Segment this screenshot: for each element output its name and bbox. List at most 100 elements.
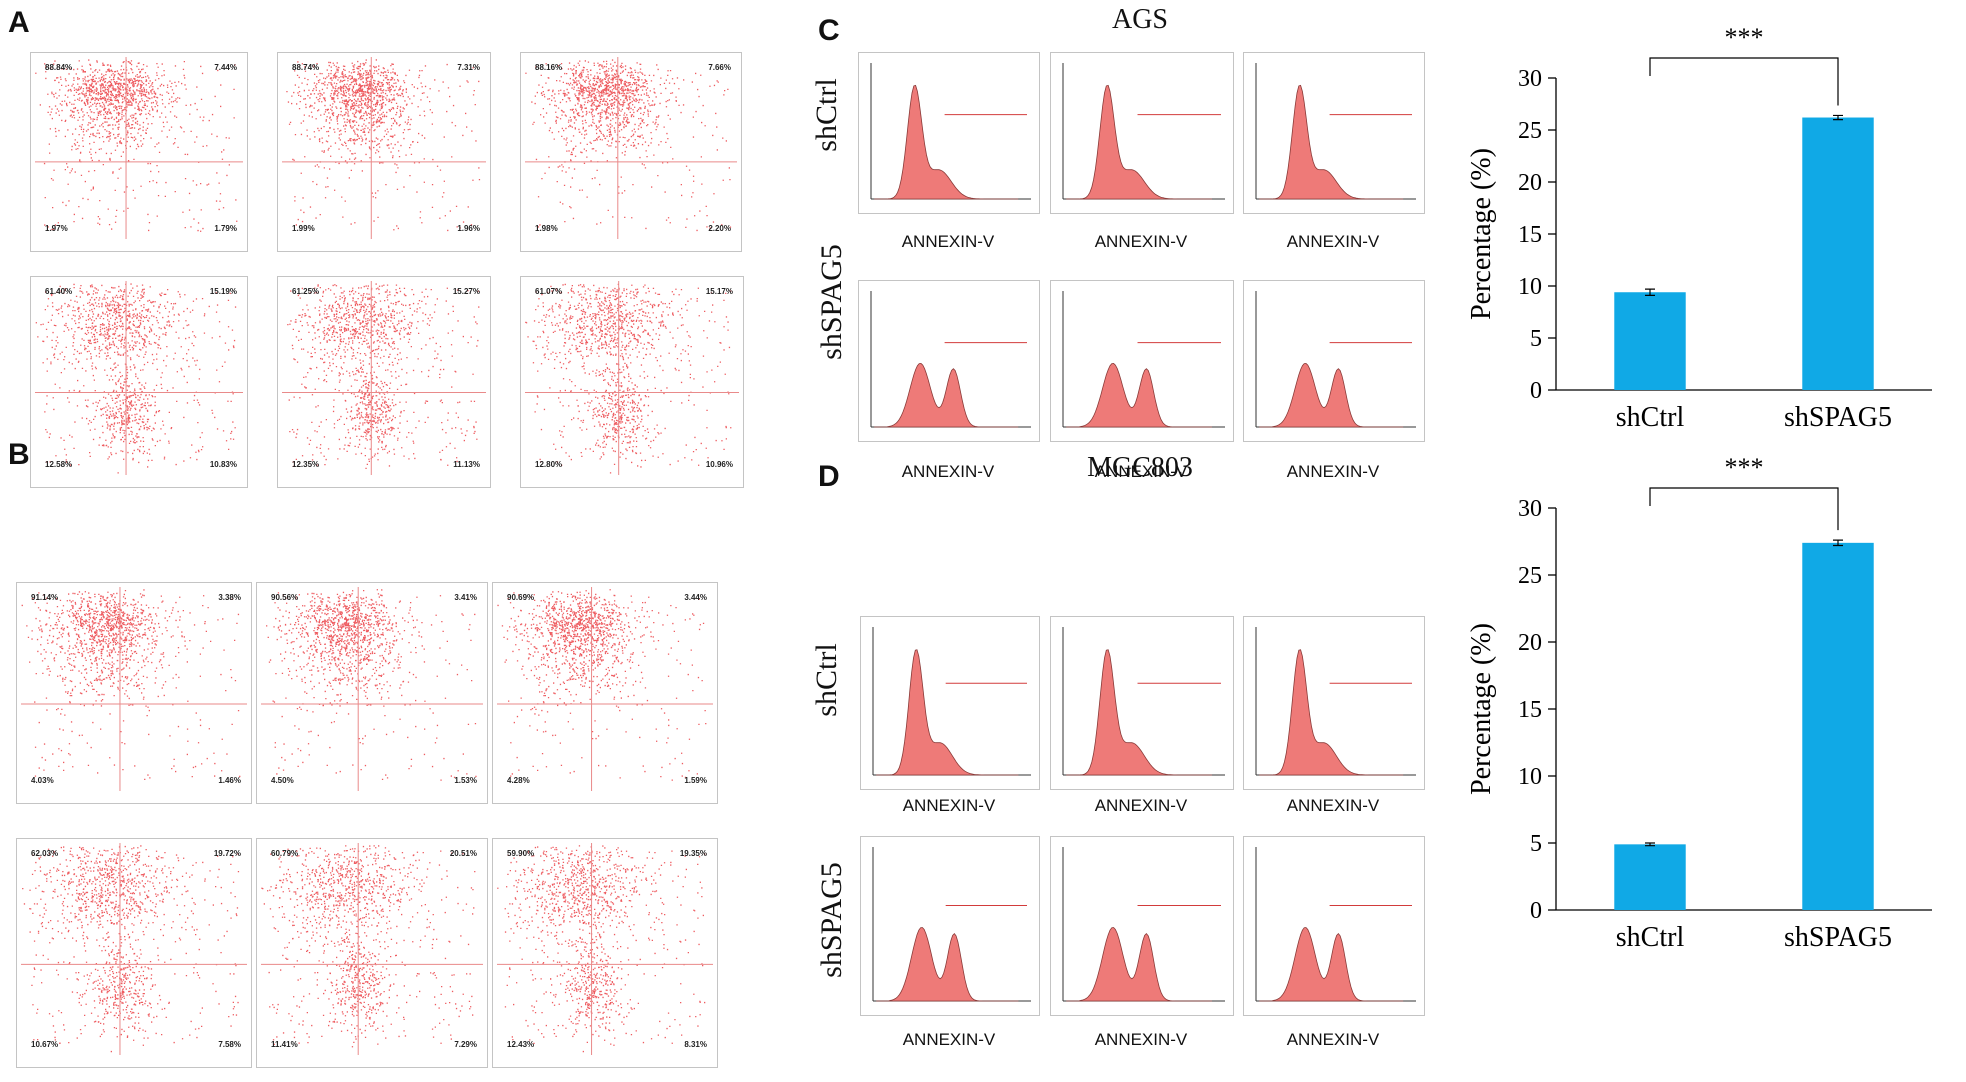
scatter-canvas xyxy=(525,281,739,475)
quadrant-value: 61.25% xyxy=(292,287,320,296)
quadrant-value: 90.69% xyxy=(507,593,535,602)
y-tick-label: 0 xyxy=(1530,898,1542,924)
histogram-plot xyxy=(1050,836,1234,1016)
bar-shspag5 xyxy=(1802,117,1874,391)
scatter-plot: 61.40% 15.19% 12.58% 10.83% xyxy=(30,276,248,488)
histogram-canvas xyxy=(872,847,1031,1002)
row-label-shctrl: shCtrl xyxy=(810,643,843,717)
histogram-plot xyxy=(1243,616,1425,790)
significance-label: *** xyxy=(1725,23,1764,52)
quadrant-value: 11.13% xyxy=(453,460,480,469)
quadrant-value: 88.84% xyxy=(45,63,73,72)
y-tick-label: 15 xyxy=(1518,697,1542,723)
quadrant-value: 10.67% xyxy=(31,1040,59,1049)
x-tick-label: shSPAG5 xyxy=(1784,922,1892,953)
bar-chart-svg: 0 5 10 15 20 25 30 Percentage (%) shCtrl shSPAG5 *… xyxy=(1466,453,1932,953)
quadrant-value: 7.29% xyxy=(454,1040,477,1049)
histogram-canvas xyxy=(1255,291,1416,428)
scatter-canvas xyxy=(497,843,713,1055)
quadrant-value: 7.31% xyxy=(457,63,480,72)
bar-shctrl xyxy=(1614,844,1686,910)
scatter-plot: 62.03% 19.72% 10.67% 7.58% xyxy=(16,838,252,1068)
scatter-canvas xyxy=(35,281,243,475)
quadrant-value: 4.28% xyxy=(507,776,530,785)
quadrant-value: 10.83% xyxy=(209,460,237,469)
scatter-plot: 90.69% 3.44% 4.28% 1.59% xyxy=(492,582,718,804)
x-axis-label: ANNEXIN-V xyxy=(902,1030,996,1049)
bar-shspag5 xyxy=(1802,542,1874,910)
scatter-canvas xyxy=(261,843,483,1055)
scatter-plot: 59.90% 19.35% 12.43% 8.31% xyxy=(492,838,718,1068)
quadrant-value: 7.58% xyxy=(218,1040,241,1049)
quadrant-value: 7.44% xyxy=(214,63,237,72)
row-label-shspag5: shSPAG5 xyxy=(815,244,848,360)
y-tick-label: 15 xyxy=(1518,222,1542,248)
scatter-canvas xyxy=(35,57,243,239)
histogram-plot xyxy=(858,280,1040,442)
quadrant-value: 1.97% xyxy=(45,224,68,233)
histogram-plot xyxy=(1243,280,1425,442)
bar-shctrl xyxy=(1614,292,1686,390)
quadrant-value: 19.72% xyxy=(213,849,241,858)
x-axis-label: ANNEXIN-V xyxy=(1094,232,1188,251)
x-axis-label: ANNEXIN-V xyxy=(901,462,995,481)
quadrant-value: 10.96% xyxy=(705,460,733,469)
quadrant-value: 7.66% xyxy=(708,63,731,72)
x-tick-label: shCtrl xyxy=(1616,922,1685,953)
panel-c-title: AGS xyxy=(1111,4,1168,35)
quadrant-value: 1.53% xyxy=(454,776,477,785)
bar-chart-svg: 0 5 10 15 20 25 30 Percentage (%) shCtrl shSPAG5 *… xyxy=(1466,23,1932,433)
scatter-plot: 91.14% 3.38% 4.03% 1.46% xyxy=(16,582,252,804)
quadrant-value: 8.31% xyxy=(684,1040,707,1049)
histogram-canvas xyxy=(870,291,1031,428)
significance-bracket xyxy=(1649,57,1839,106)
row-label-shspag5: shSPAG5 xyxy=(815,862,848,978)
quadrant-value: 61.07% xyxy=(535,287,563,296)
quadrant-value: 1.46% xyxy=(218,776,241,785)
histogram-plot xyxy=(860,836,1040,1016)
y-tick-label: 25 xyxy=(1518,563,1542,589)
y-tick-label: 20 xyxy=(1518,630,1542,656)
quadrant-value: 91.14% xyxy=(31,593,59,602)
y-tick-label: 25 xyxy=(1518,118,1542,144)
x-tick-label: shCtrl xyxy=(1616,402,1685,433)
histogram-plot xyxy=(860,616,1040,790)
histogram-canvas xyxy=(1062,63,1225,200)
quadrant-value: 4.03% xyxy=(31,776,54,785)
quadrant-value: 1.96% xyxy=(457,224,480,233)
x-axis-label: ANNEXIN-V xyxy=(1094,1030,1188,1049)
quadrant-value: 12.58% xyxy=(45,460,73,469)
panel-letter-a: A xyxy=(8,6,30,39)
error-bar xyxy=(1833,539,1843,547)
histogram-canvas xyxy=(1255,847,1416,1002)
scatter-plot: 61.25% 15.27% 12.35% 11.13% xyxy=(277,276,491,488)
quadrant-value: 61.40% xyxy=(45,287,73,296)
scatter-plot: 90.56% 3.41% 4.50% 1.53% xyxy=(256,582,488,804)
scatter-canvas xyxy=(21,843,247,1055)
histogram-canvas xyxy=(1062,847,1225,1002)
quadrant-value: 1.59% xyxy=(684,776,707,785)
scatter-canvas xyxy=(525,57,737,239)
x-axis-label: ANNEXIN-V xyxy=(902,796,996,815)
x-axis-label: ANNEXIN-V xyxy=(1286,232,1380,251)
quadrant-value: 88.16% xyxy=(535,63,563,72)
scatter-plot: 88.74% 7.31% 1.99% 1.96% xyxy=(277,52,491,252)
bar-chart-d: 0 5 10 15 20 25 30 Percentage (%) shCtrl shSPAG5 *… xyxy=(1440,450,1960,980)
histogram-canvas xyxy=(1062,627,1225,776)
scatter-plot: 60.79% 20.51% 11.41% 7.29% xyxy=(256,838,488,1068)
quadrant-value: 15.19% xyxy=(209,287,237,296)
quadrant-value: 60.79% xyxy=(271,849,299,858)
histogram-plot xyxy=(1243,52,1425,214)
quadrant-value: 3.38% xyxy=(218,593,241,602)
y-tick-label: 10 xyxy=(1518,764,1542,790)
histogram-canvas xyxy=(1255,63,1416,200)
scatter-canvas xyxy=(261,587,483,791)
quadrant-value: 88.74% xyxy=(292,63,320,72)
quadrant-value: 1.98% xyxy=(535,224,558,233)
panel-d-title: MGC803 xyxy=(1087,452,1193,483)
x-tick-label: shSPAG5 xyxy=(1784,402,1892,433)
scatter-canvas xyxy=(497,587,713,791)
scatter-canvas xyxy=(282,281,486,475)
quadrant-value: 4.50% xyxy=(271,776,294,785)
quadrant-value: 3.44% xyxy=(684,593,707,602)
